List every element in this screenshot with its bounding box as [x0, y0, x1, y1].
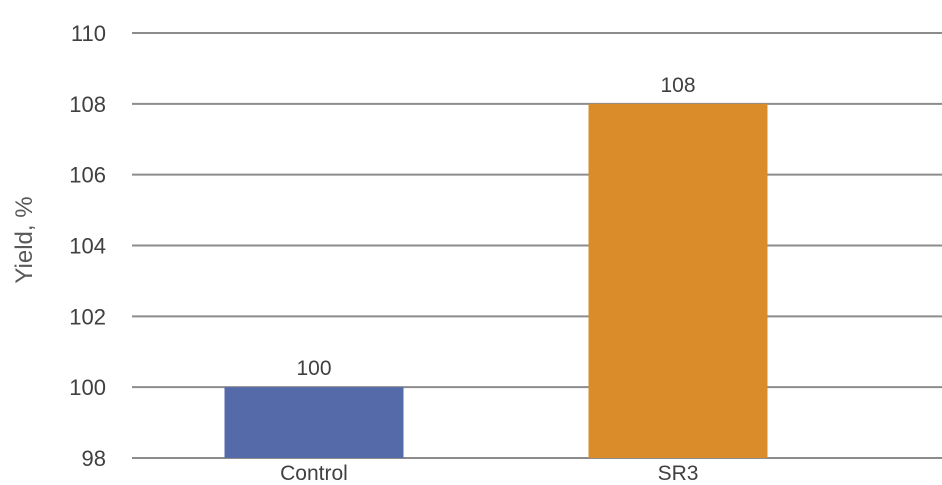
y-tick-label: 108	[69, 92, 106, 117]
y-tick-label: 100	[69, 375, 106, 400]
bar-control	[224, 387, 404, 458]
y-tick-label: 106	[69, 163, 106, 188]
y-tick-label: 98	[82, 446, 106, 471]
data-labels: 100 108	[296, 74, 695, 380]
x-category-label: SR3	[658, 462, 699, 485]
data-label: 108	[660, 74, 695, 97]
x-axis-categories: Control SR3	[280, 462, 698, 485]
x-category-label: Control	[280, 462, 348, 485]
y-tick-label: 102	[69, 304, 106, 329]
y-axis-title: Yield, %	[11, 196, 38, 283]
bars	[224, 103, 768, 458]
y-tick-label: 110	[71, 21, 106, 46]
y-axis-ticks: 98 100 102 104 106 108 110	[69, 21, 106, 471]
data-label: 100	[296, 357, 331, 380]
bar-sr3	[588, 103, 768, 458]
y-tick-label: 104	[69, 234, 106, 259]
